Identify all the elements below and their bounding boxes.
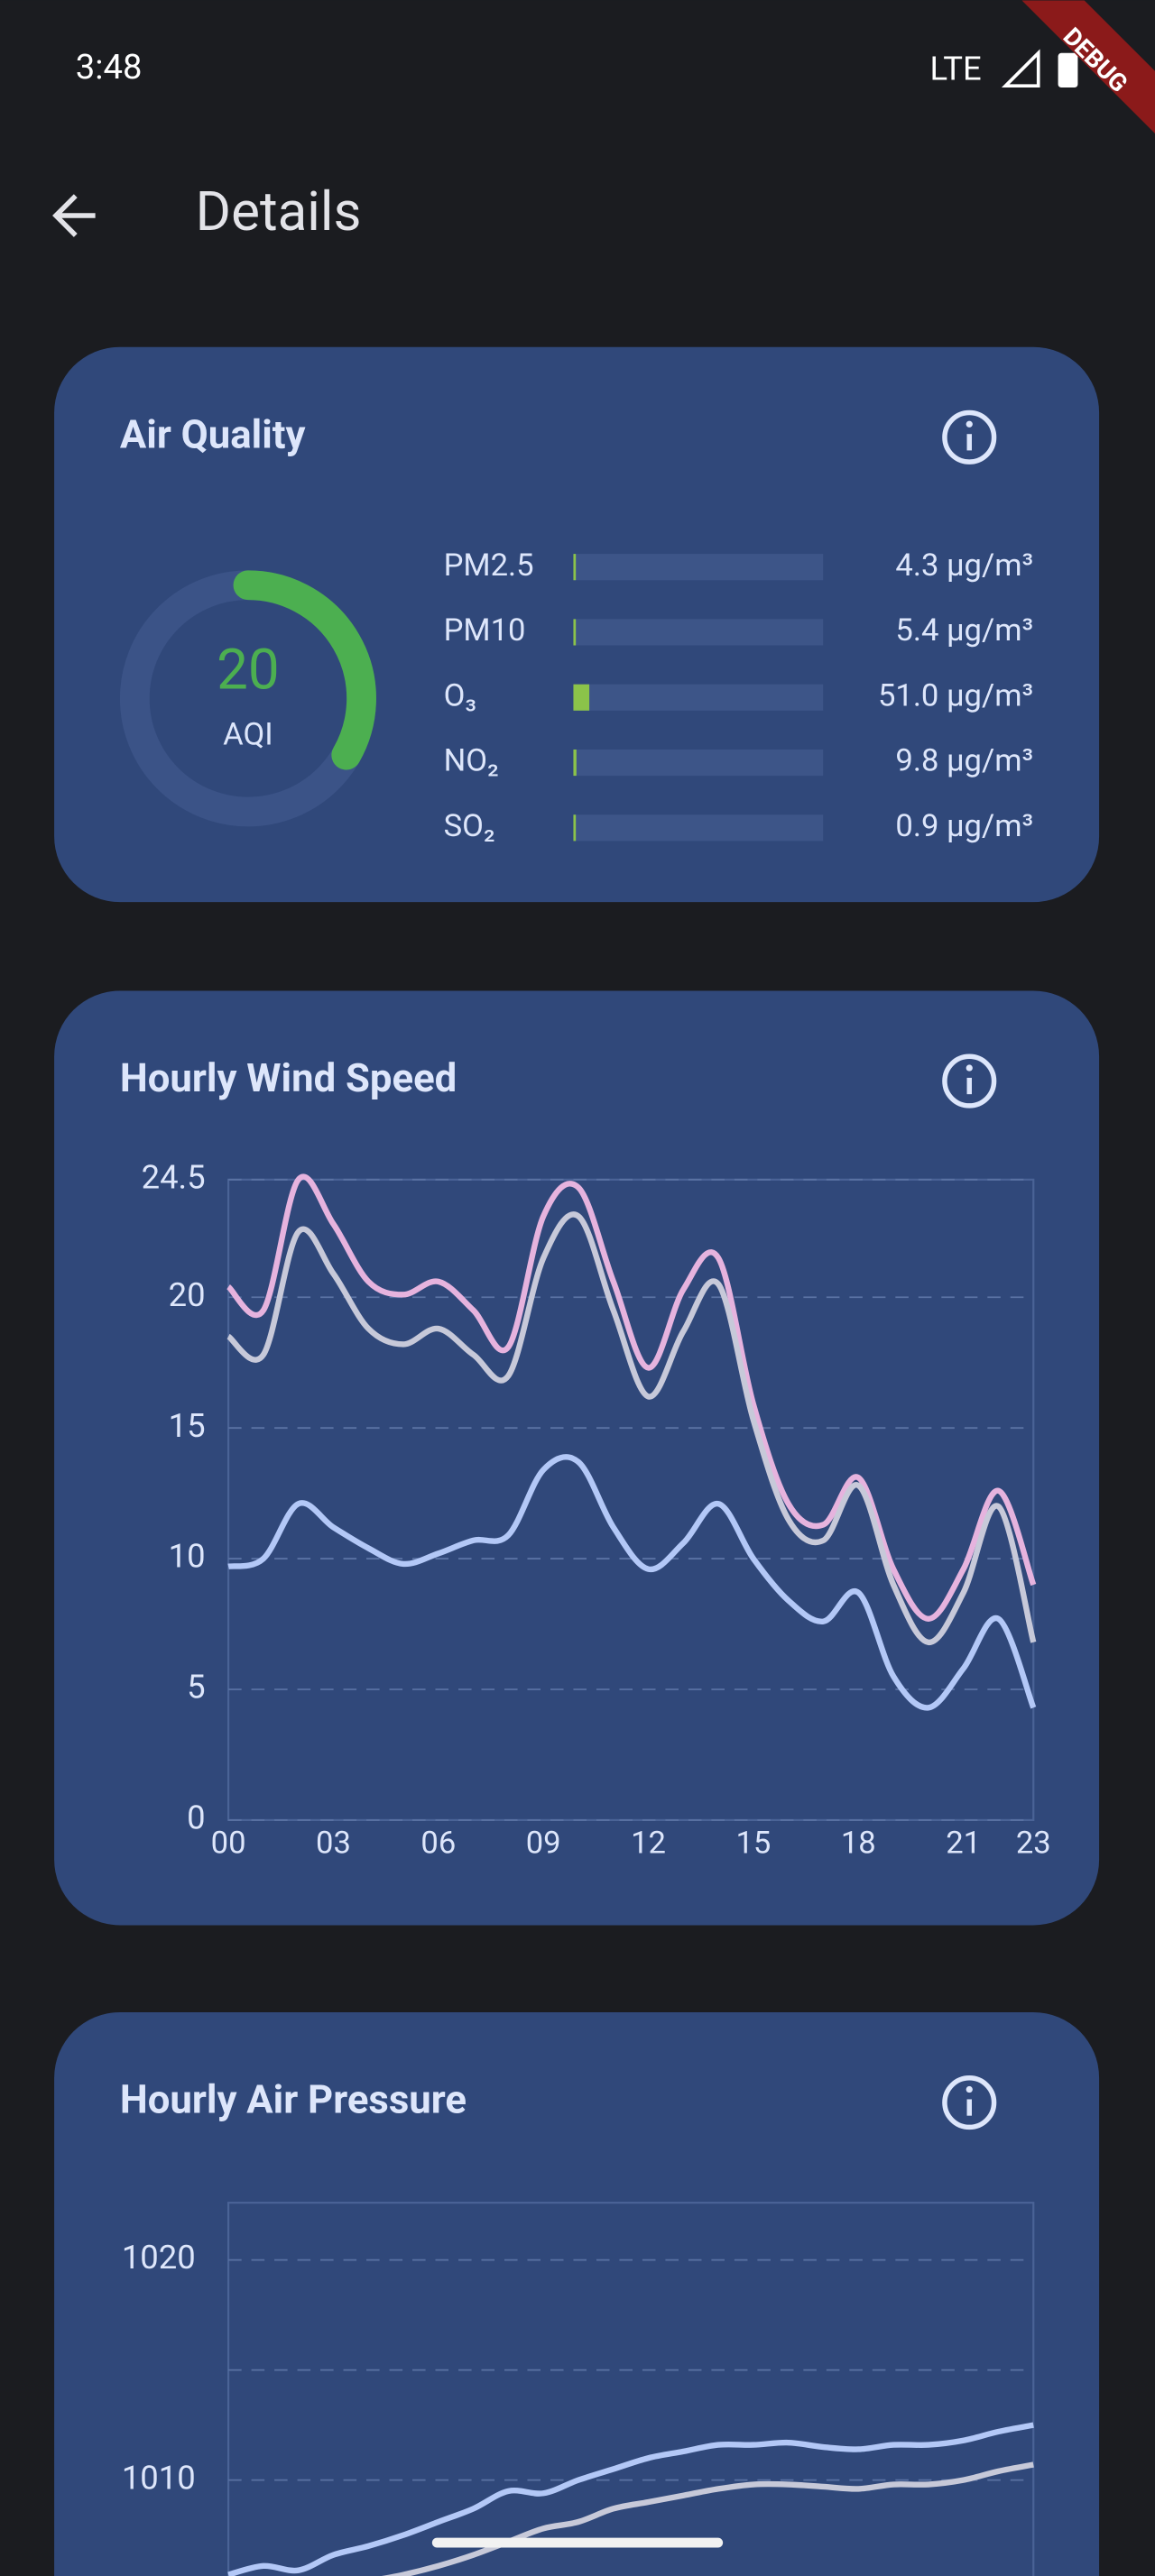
back-button[interactable] (52, 194, 96, 237)
pollutant-bar (573, 749, 577, 777)
x-tick-label: 15 (736, 1825, 772, 1861)
line-series (227, 1454, 1037, 1711)
pollutant-bar (573, 554, 577, 581)
info-button[interactable] (942, 2075, 997, 2130)
pollutant-name: SO₂ (444, 808, 495, 844)
x-tick-label: 06 (420, 1825, 456, 1861)
x-tick-label: 18 (841, 1825, 876, 1861)
y-tick-label: 1020 (122, 2238, 196, 2277)
pollutant-value: 9.8 µg/m³ (895, 743, 1033, 779)
x-tick-label: 09 (526, 1825, 561, 1861)
pressure-card (54, 2011, 1100, 2576)
aqi-value: 20 (217, 638, 280, 703)
status-time: 3:48 (76, 48, 143, 87)
bar-track (573, 814, 824, 842)
pollutant-name: NO₂ (444, 743, 499, 779)
y-tick-label: 10 (169, 1537, 206, 1576)
line-series (226, 1211, 1037, 1646)
card-title: Air Quality (120, 410, 306, 457)
pollutant-bar (573, 684, 590, 711)
pollutant-value: 0.9 µg/m³ (895, 808, 1033, 844)
home-indicator (431, 2537, 724, 2548)
y-tick-label: 5 (187, 1668, 205, 1707)
plot-border (226, 2202, 1035, 2576)
pollutant-name: O₃ (444, 677, 476, 713)
info-icon (966, 420, 973, 428)
line-series (226, 1173, 1037, 1622)
card-title: Hourly Wind Speed (120, 1054, 457, 1101)
gauge-arc (233, 570, 376, 770)
app-title: Details (196, 179, 362, 244)
pollutant-name: PM10 (444, 612, 526, 649)
info-icon (942, 2075, 997, 2130)
x-tick-label: 03 (316, 1825, 351, 1861)
battery-icon (1058, 52, 1078, 88)
line-series (227, 2422, 1034, 2576)
card-title: Hourly Air Pressure (120, 2076, 467, 2123)
info-button[interactable] (942, 409, 997, 465)
y-tick-label: 1010 (122, 2458, 196, 2497)
signal-icon (1001, 49, 1040, 88)
bar-track (573, 619, 824, 646)
info-icon (966, 2085, 973, 2093)
line-series (381, 2461, 1034, 2576)
bar-track (573, 749, 824, 777)
pollutant-bar (573, 619, 577, 646)
status-network: LTE (930, 49, 982, 87)
info-button[interactable] (942, 1053, 997, 1109)
x-tick-label: 23 (1016, 1825, 1051, 1861)
x-tick-label: 00 (211, 1825, 246, 1861)
pollutant-value: 5.4 µg/m³ (895, 612, 1033, 649)
pollutant-value: 4.3 µg/m³ (895, 547, 1033, 584)
info-icon (942, 1053, 997, 1109)
bar-track (573, 554, 824, 581)
info-icon (942, 409, 997, 465)
pollutant-name: PM2.5 (444, 547, 534, 584)
pollutant-bar (573, 814, 577, 842)
y-tick-label: 20 (169, 1275, 206, 1314)
x-tick-label: 12 (631, 1825, 666, 1861)
info-icon (966, 1064, 973, 1072)
aqi-label: AQI (223, 716, 273, 752)
bar-track (573, 684, 824, 711)
y-tick-label: 24.5 (142, 1157, 206, 1196)
y-tick-label: 15 (169, 1406, 206, 1445)
y-tick-label: 0 (187, 1799, 205, 1837)
x-tick-label: 21 (946, 1825, 981, 1861)
pollutant-value: 51.0 µg/m³ (878, 677, 1033, 713)
